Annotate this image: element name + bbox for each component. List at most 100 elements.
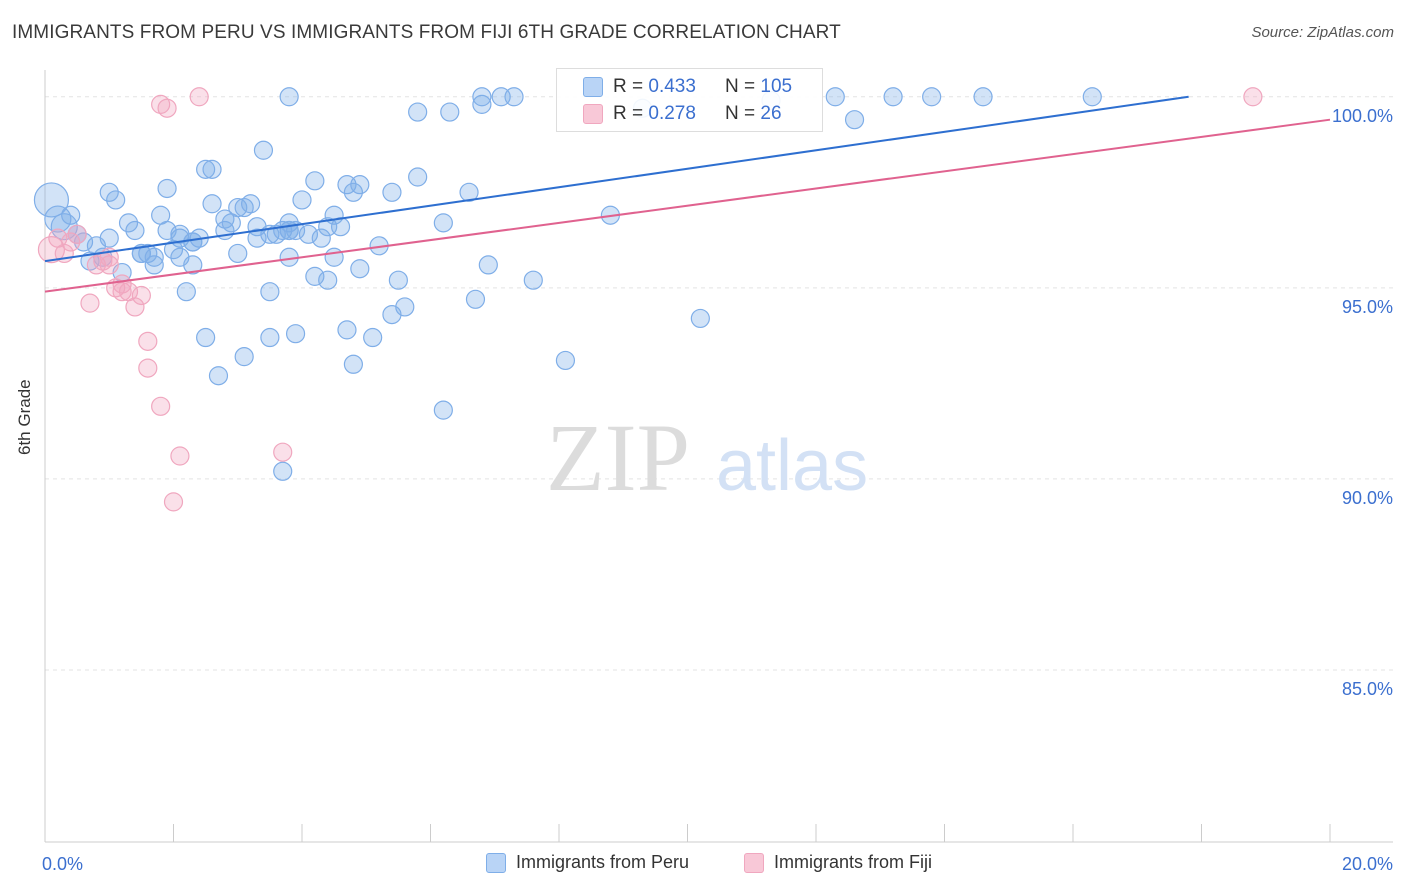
peru-point bbox=[196, 327, 216, 348]
fiji-n-label: N = bbox=[725, 103, 756, 124]
peru-point bbox=[260, 282, 280, 302]
peru-point bbox=[311, 228, 331, 248]
peru-point bbox=[472, 87, 492, 107]
peru-point bbox=[260, 327, 280, 348]
legend-peru-swatch bbox=[486, 852, 506, 873]
peru-point bbox=[555, 350, 576, 371]
peru-point bbox=[922, 87, 942, 107]
y-tick-label: 85.0% bbox=[1342, 679, 1393, 699]
x-tick-label-max: 20.0% bbox=[1342, 854, 1393, 874]
peru-point bbox=[196, 159, 216, 179]
fiji-point bbox=[112, 274, 132, 294]
legend-peru-label: Immigrants from Peru bbox=[516, 852, 690, 872]
fiji-point bbox=[189, 87, 209, 107]
peru-point bbox=[253, 140, 274, 160]
peru-point bbox=[465, 289, 486, 309]
fiji-point bbox=[131, 285, 151, 306]
peru-r: R = 0.433 bbox=[613, 76, 696, 98]
peru-point bbox=[504, 87, 524, 107]
watermark-zip: ZIP bbox=[546, 404, 690, 511]
peru-point bbox=[144, 247, 164, 267]
peru-point bbox=[202, 159, 222, 179]
peru-point bbox=[324, 247, 344, 267]
peru-point bbox=[241, 194, 261, 214]
fiji-point bbox=[61, 232, 81, 252]
peru-point bbox=[337, 320, 357, 340]
peru-n-value: 105 bbox=[760, 76, 793, 97]
y-tick-label: 95.0% bbox=[1342, 297, 1393, 317]
peru-r-value: 0.433 bbox=[648, 76, 696, 97]
axes bbox=[44, 70, 1393, 843]
fiji-point bbox=[112, 282, 132, 302]
peru-point bbox=[298, 224, 319, 244]
peru-point bbox=[395, 297, 415, 317]
peru-point bbox=[343, 182, 363, 202]
peru-point bbox=[305, 266, 325, 286]
peru-point bbox=[350, 259, 370, 279]
peru-point bbox=[292, 190, 312, 210]
bottom-legend: Immigrants from Peru Immigrants from Fij… bbox=[0, 852, 1406, 876]
fiji-point bbox=[157, 98, 177, 118]
chart-title: IMMIGRANTS FROM PERU VS IMMIGRANTS FROM … bbox=[12, 22, 841, 43]
peru-point bbox=[459, 182, 479, 202]
peru-point bbox=[33, 182, 70, 218]
fiji-point bbox=[1243, 87, 1263, 107]
peru-point bbox=[157, 178, 177, 199]
legend-item-peru[interactable]: Immigrants from Peru bbox=[486, 852, 689, 873]
fiji-n-value: 26 bbox=[760, 103, 782, 124]
peru-point bbox=[202, 194, 222, 214]
peru-point bbox=[144, 255, 164, 275]
legend-fiji-label: Immigrants from Fiji bbox=[774, 852, 933, 872]
peru-point bbox=[408, 102, 428, 122]
peru-point bbox=[440, 102, 460, 122]
fiji-point bbox=[80, 293, 100, 313]
fiji-r-label: R = bbox=[613, 103, 644, 124]
peru-point bbox=[106, 190, 126, 210]
x-tick-label-min: 0.0% bbox=[42, 854, 83, 874]
watermark-atlas: atlas bbox=[716, 426, 868, 506]
fiji-swatch bbox=[583, 104, 603, 124]
peru-point bbox=[350, 175, 370, 195]
trend-lines bbox=[44, 95, 1331, 293]
fiji-point bbox=[138, 358, 158, 378]
peru-point bbox=[131, 243, 151, 264]
peru-point bbox=[363, 327, 383, 348]
peru-point bbox=[973, 87, 993, 107]
fiji-n: N = 26 bbox=[725, 103, 782, 125]
fiji-point bbox=[273, 442, 293, 462]
peru-point bbox=[247, 228, 267, 248]
peru-r-label: R = bbox=[613, 76, 644, 97]
peru-point bbox=[433, 400, 453, 420]
fiji-point bbox=[170, 446, 190, 466]
watermark: ZIP atlas bbox=[546, 404, 868, 511]
peru-point bbox=[472, 94, 492, 114]
fiji-point bbox=[99, 255, 119, 275]
peru-point bbox=[844, 110, 865, 130]
peru-point bbox=[118, 213, 139, 233]
tick-labels: 85.0% 90.0% 95.0% 100.0% 0.0% 20.0% bbox=[42, 106, 1393, 874]
fiji-point bbox=[163, 492, 184, 512]
legend-item-fiji[interactable]: Immigrants from Fiji bbox=[744, 852, 932, 873]
peru-point bbox=[408, 167, 428, 187]
y-tick-label: 90.0% bbox=[1342, 488, 1393, 508]
peru-point bbox=[305, 171, 325, 191]
peru-point bbox=[279, 87, 299, 107]
peru-point bbox=[208, 366, 229, 386]
peru-n-label: N = bbox=[725, 76, 756, 97]
fiji-point bbox=[125, 297, 145, 317]
y-tick-label: 100.0% bbox=[1332, 106, 1393, 126]
peru-point bbox=[690, 308, 710, 329]
peru-point bbox=[523, 270, 543, 290]
peru-point bbox=[318, 270, 338, 290]
source-label: Source: ZipAtlas.com bbox=[1251, 24, 1394, 41]
peru-point bbox=[388, 270, 408, 290]
fiji-point bbox=[151, 396, 171, 416]
gridlines bbox=[45, 96, 1395, 671]
y-axis-title: 6th Grade bbox=[15, 379, 34, 455]
peru-swatch bbox=[583, 77, 603, 97]
fiji-r-value: 0.278 bbox=[648, 103, 696, 124]
peru-point bbox=[61, 205, 81, 225]
peru-point bbox=[382, 182, 402, 202]
peru-point bbox=[176, 282, 196, 302]
stats-legend: R = 0.433 N = 105 R = 0.278 N = 26 bbox=[556, 68, 823, 132]
